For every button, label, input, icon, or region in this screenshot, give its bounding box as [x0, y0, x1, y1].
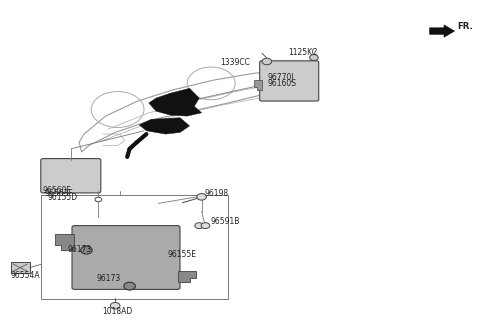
Circle shape	[95, 197, 102, 202]
Text: 96563F: 96563F	[45, 189, 73, 198]
Polygon shape	[430, 25, 455, 37]
Circle shape	[197, 194, 206, 200]
Polygon shape	[178, 271, 196, 282]
Text: 96155E: 96155E	[168, 250, 197, 259]
Text: 1018AD: 1018AD	[102, 307, 132, 316]
Polygon shape	[139, 118, 190, 134]
Circle shape	[195, 223, 204, 229]
Text: 1125KC: 1125KC	[288, 48, 317, 57]
Circle shape	[201, 223, 210, 229]
Polygon shape	[149, 88, 202, 116]
Text: 96554A: 96554A	[11, 271, 40, 281]
Text: 96198: 96198	[205, 189, 229, 198]
FancyBboxPatch shape	[41, 159, 101, 193]
Circle shape	[81, 246, 92, 254]
Circle shape	[262, 58, 272, 65]
Polygon shape	[55, 234, 74, 250]
Text: 96173: 96173	[97, 274, 121, 283]
Bar	[41, 195, 228, 299]
FancyBboxPatch shape	[260, 61, 319, 101]
Text: 96770J: 96770J	[268, 73, 294, 82]
Text: 96560F: 96560F	[42, 186, 71, 195]
Bar	[11, 262, 30, 273]
Text: 96173: 96173	[67, 245, 92, 254]
Circle shape	[110, 302, 120, 309]
Circle shape	[124, 282, 135, 290]
Text: 1339CC: 1339CC	[220, 58, 250, 67]
Polygon shape	[254, 80, 262, 90]
Circle shape	[310, 55, 318, 60]
Text: 96591B: 96591B	[210, 217, 240, 226]
Text: 96160S: 96160S	[268, 78, 297, 88]
Text: FR.: FR.	[457, 22, 473, 31]
Text: 96155D: 96155D	[48, 193, 78, 202]
FancyBboxPatch shape	[72, 226, 180, 289]
